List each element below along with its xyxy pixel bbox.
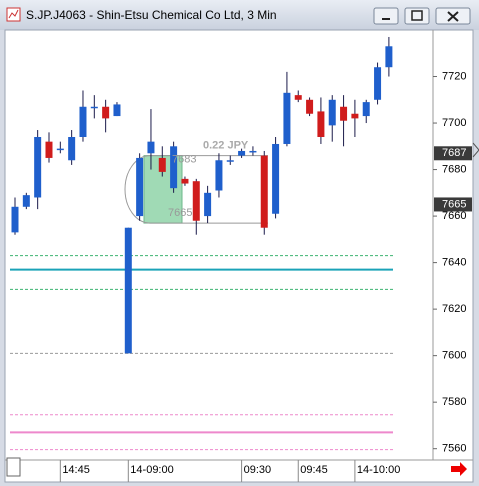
y-tick-label: 7660 [442, 210, 466, 222]
y-tick-label: 7560 [442, 443, 466, 455]
app-icon-glyph [8, 9, 19, 19]
price-marker-label: 7687 [442, 147, 466, 159]
x-tick-label: 14-10:00 [357, 464, 400, 476]
close-glyph [447, 11, 459, 22]
candle-body [124, 227, 132, 354]
candle-body [215, 160, 223, 191]
candle-body [56, 148, 64, 151]
annotation-text: 0.22 JPY [203, 140, 249, 152]
candle-body [260, 155, 268, 228]
y-tick-label: 7700 [442, 117, 466, 129]
candle-body [68, 137, 76, 161]
candle-body [192, 181, 200, 221]
candle-body [113, 104, 121, 117]
candle-body [226, 160, 234, 162]
candle-body [249, 150, 257, 153]
y-tick-label: 7680 [442, 163, 466, 175]
candle-body [136, 157, 144, 217]
scroll-handle[interactable] [6, 457, 21, 477]
maximize-button[interactable] [404, 7, 430, 25]
price-marker-label: 7665 [442, 198, 466, 210]
window-buttons[interactable] [373, 7, 471, 25]
x-tick-label: 14-09:00 [130, 464, 173, 476]
candle-body [11, 206, 19, 233]
candle-body [340, 106, 348, 121]
y-tick-label: 7640 [442, 257, 466, 269]
annotation-text: 7665 [168, 207, 192, 219]
maximize-glyph [411, 10, 423, 21]
candle-body [306, 99, 314, 114]
candle-body [351, 113, 359, 119]
price-marker [434, 146, 472, 161]
candle-body [283, 92, 291, 144]
candle-body [34, 137, 42, 198]
candle-body [374, 67, 382, 100]
candle-body [238, 150, 246, 156]
candle-body [90, 106, 98, 109]
x-tick-label: 09:30 [244, 464, 272, 476]
panel-edge-arrow [472, 142, 479, 158]
minimize-button[interactable] [373, 7, 399, 25]
candle-body [45, 141, 53, 158]
candle-body [272, 143, 280, 214]
x-tick-label: 09:45 [300, 464, 328, 476]
candle-body [362, 102, 370, 117]
title-bar [0, 0, 479, 30]
candle-body [170, 146, 178, 189]
candle-body [147, 141, 155, 154]
candle-body [158, 157, 166, 172]
candle-body [294, 95, 302, 100]
annotation-text: 7683 [172, 154, 196, 166]
y-tick-label: 7620 [442, 303, 466, 315]
x-tick-label: 14:45 [62, 464, 90, 476]
y-tick-label: 7580 [442, 396, 466, 408]
candle-body [317, 111, 325, 137]
y-tick-label: 7720 [442, 70, 466, 82]
candle-body [385, 46, 393, 68]
candle-body [181, 178, 189, 184]
candle-body [79, 106, 87, 137]
window-title: S.JP.J4063 - Shin-Etsu Chemical Co Ltd, … [26, 8, 277, 22]
price-marker [434, 197, 472, 212]
y-tick-label: 7600 [442, 350, 466, 362]
scroll-right-arrow[interactable] [451, 462, 467, 476]
candle-body [22, 195, 30, 207]
candle-body [328, 99, 336, 126]
candle-body [102, 106, 110, 119]
candle-body [204, 192, 212, 217]
